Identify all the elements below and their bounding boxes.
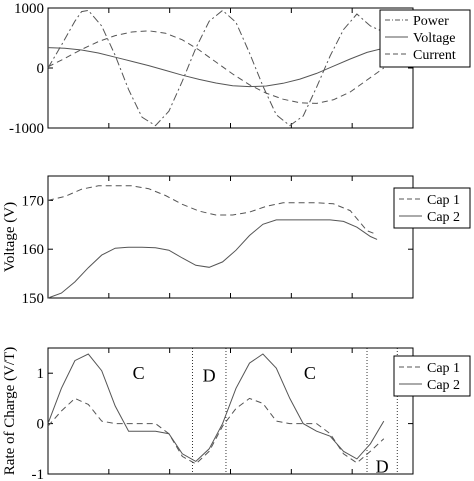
- chart-panel-2: 170 160 150 Voltage (V) Cap 1 Cap 2: [2, 175, 471, 307]
- legend: Cap 1 Cap 2: [393, 355, 471, 397]
- y-tick-label: 150: [22, 291, 45, 307]
- legend-label: Voltage: [413, 31, 456, 46]
- y-tick-label: 170: [22, 193, 45, 209]
- series-line-cap-1: [47, 185, 378, 236]
- plot-frame: [47, 175, 414, 299]
- series-line-cap-1: [47, 397, 385, 465]
- legend-box: [393, 355, 471, 397]
- legend-label: Current: [413, 48, 456, 63]
- phase-label: C: [133, 363, 145, 383]
- series-line-cap-2: [47, 353, 385, 463]
- legend-label: Cap 1: [427, 361, 460, 376]
- y-tick-label: 0: [37, 417, 45, 433]
- y-tick-label: 0: [37, 61, 45, 77]
- legend-box: [393, 187, 471, 229]
- legend-label: Cap 2: [427, 210, 460, 225]
- legend-label: Cap 2: [427, 378, 460, 393]
- y-tick-label: 1: [37, 366, 45, 382]
- y-tick-label: 1000: [14, 1, 44, 17]
- legend-label: Power: [413, 14, 449, 29]
- phase-label: C: [304, 363, 316, 383]
- y-axis-label: Rate of Charge (V/T): [2, 347, 18, 475]
- phase-label: D: [203, 366, 216, 386]
- chart-panel-3: 1 0 -1 Rate of Charge (V/T) C D C D Cap 1 Cap 2: [2, 347, 471, 481]
- chart-panel-1: 1000 0 -1000 Power Voltage Current: [9, 1, 471, 137]
- y-tick-label: -1: [32, 467, 45, 481]
- plot-frame: [47, 7, 414, 129]
- series-line-cap-2: [47, 219, 378, 299]
- y-axis-label: Voltage (V): [2, 202, 18, 272]
- y-tick-label: -1000: [9, 121, 44, 137]
- series-line-voltage: [47, 47, 384, 88]
- plot-frame: [47, 347, 414, 475]
- legend-label: Cap 1: [427, 193, 460, 208]
- y-tick-label: 160: [22, 242, 45, 258]
- phase-label: D: [376, 456, 389, 476]
- series-line-current: [47, 30, 385, 104]
- legend: Power Voltage Current: [379, 9, 471, 68]
- series-line-power: [47, 9, 385, 127]
- legend: Cap 1 Cap 2: [393, 187, 471, 229]
